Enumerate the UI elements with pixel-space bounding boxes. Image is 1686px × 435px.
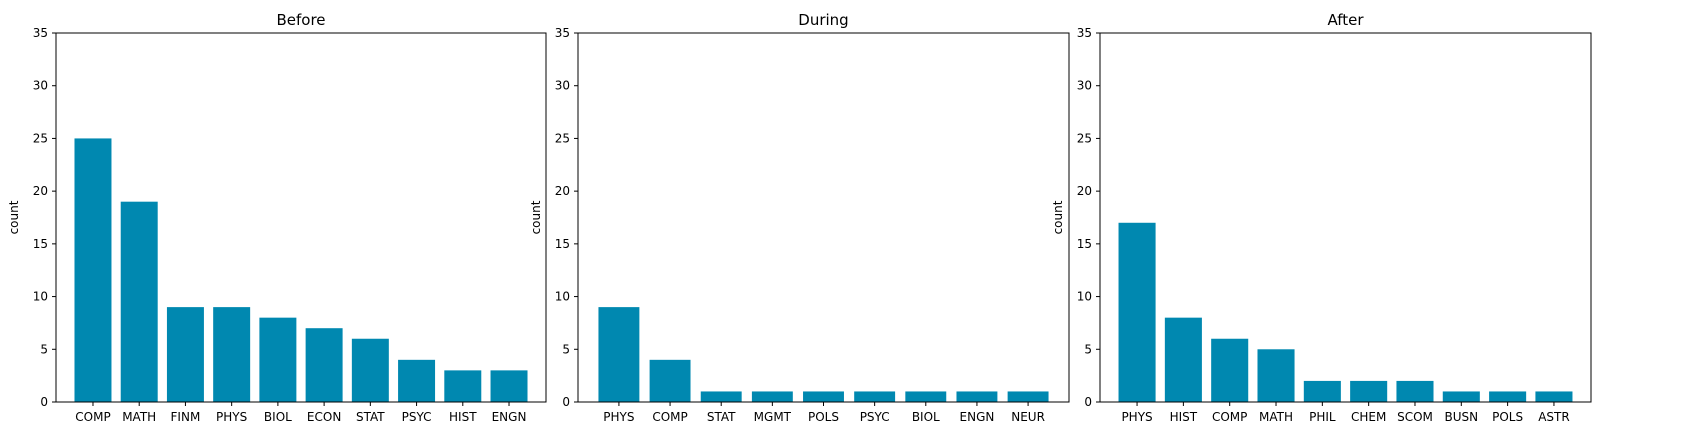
bar-chem (1350, 380, 1388, 402)
chart-panel-after: After count 0 5 10 15 20 25 30 35 PHYS HIST COMP MATH… (1051, 11, 1592, 424)
x-tick-label: PHYS (1121, 410, 1152, 424)
bar-mgmt (751, 391, 793, 402)
y-tick-label: 25 (555, 131, 570, 145)
bar-math (1257, 349, 1295, 402)
bar-phys (213, 307, 251, 402)
y-tick-label: 25 (33, 131, 48, 145)
x-tick-label: COMP (1212, 410, 1247, 424)
bar-pols (803, 391, 844, 402)
y-tick-label: 35 (1077, 26, 1092, 40)
y-tick-label: 10 (555, 290, 570, 304)
y-tick-label: 35 (33, 26, 48, 40)
y-tick-label: 0 (1084, 395, 1092, 409)
y-tick-label: 20 (33, 184, 48, 198)
x-tick-label: POLS (1492, 410, 1523, 424)
y-tick-label: 25 (1077, 131, 1092, 145)
x-tick-label: PSYC (402, 410, 432, 424)
x-tick-label: HIST (1170, 410, 1198, 424)
bar-hist (444, 370, 482, 402)
y-tick-label: 0 (40, 395, 48, 409)
x-tick-label: STAT (707, 410, 736, 424)
x-tick-label: COMP (75, 410, 110, 424)
x-tick-label: ENGN (960, 410, 995, 424)
y-axis-label: count (529, 200, 543, 234)
chart-panel-during: During count 0 5 10 15 20 25 30 35 PHYS COMP STAT MGM… (529, 11, 1070, 424)
x-tick-label: BUSN (1444, 410, 1478, 424)
axes-frame (55, 32, 547, 403)
y-axis-label: count (1051, 200, 1065, 234)
y-tick-label: 10 (1077, 290, 1092, 304)
x-tick-label: BIOL (264, 410, 292, 424)
y-tick-label: 30 (33, 79, 48, 93)
y-tick-label: 35 (555, 26, 570, 40)
chart-title: After (1327, 11, 1364, 29)
bar-comp (1211, 338, 1249, 402)
y-tick-label: 5 (562, 342, 570, 356)
x-tick-label: HIST (449, 410, 477, 424)
y-tick-label: 0 (562, 395, 570, 409)
x-tick-label: MATH (1259, 410, 1293, 424)
bar-phys (1118, 222, 1156, 402)
bar-pols (1489, 391, 1527, 402)
bar-finm (166, 307, 204, 402)
x-tick-label: POLS (808, 410, 839, 424)
x-tick-label: PHIL (1309, 410, 1336, 424)
y-tick-label: 5 (1084, 342, 1092, 356)
y-tick-label: 15 (33, 237, 48, 251)
y-tick-label: 20 (1077, 184, 1092, 198)
bar-scom (1396, 380, 1434, 402)
bar-biol (259, 317, 297, 402)
x-tick-label: MATH (122, 410, 156, 424)
x-tick-label: ASTR (1538, 410, 1570, 424)
x-tick-label: MGMT (754, 410, 792, 424)
y-axis-label: count (7, 200, 21, 234)
bar-phil (1303, 380, 1341, 402)
x-tick-label: PSYC (860, 410, 890, 424)
y-tick-label: 30 (1077, 79, 1092, 93)
bar-biol (905, 391, 947, 402)
axes-frame (1099, 32, 1592, 403)
y-tick-label: 30 (555, 79, 570, 93)
bar-psyc (398, 359, 436, 402)
bar-busn (1442, 391, 1480, 402)
x-tick-label: COMP (652, 410, 687, 424)
y-tick-label: 20 (555, 184, 570, 198)
x-tick-label: CHEM (1351, 410, 1386, 424)
bar-hist (1164, 317, 1202, 402)
y-tick-label: 5 (40, 342, 48, 356)
chart-panel-before: Before count 0 5 10 15 20 25 30 35 COMP MATH FINM PHY… (7, 11, 547, 424)
bar-engn (490, 370, 528, 402)
x-tick-label: BIOL (912, 410, 940, 424)
x-tick-label: ECON (307, 410, 341, 424)
x-tick-label: PHYS (216, 410, 247, 424)
bar-neur (1007, 391, 1049, 402)
y-tick-label: 10 (33, 290, 48, 304)
bar-psyc (854, 391, 896, 402)
chart-title: Before (276, 11, 325, 29)
bar-stat (351, 338, 389, 402)
x-tick-label: FINM (171, 410, 201, 424)
y-tick-label: 15 (1077, 237, 1092, 251)
bar-econ (305, 328, 343, 402)
bar-comp (649, 359, 691, 402)
chart-title: During (798, 11, 848, 29)
y-tick-label: 15 (555, 237, 570, 251)
x-tick-label: STAT (356, 410, 385, 424)
bar-stat (700, 391, 742, 402)
bar-comp (74, 138, 112, 402)
bar-phys (598, 307, 640, 402)
x-tick-label: SCOM (1397, 410, 1433, 424)
x-tick-label: PHYS (603, 410, 634, 424)
x-tick-label: ENGN (492, 410, 527, 424)
bar-math (120, 201, 158, 402)
bar-astr (1535, 391, 1573, 402)
x-tick-label: NEUR (1011, 410, 1045, 424)
bar-engn (956, 391, 998, 402)
axes-frame (577, 32, 1070, 403)
